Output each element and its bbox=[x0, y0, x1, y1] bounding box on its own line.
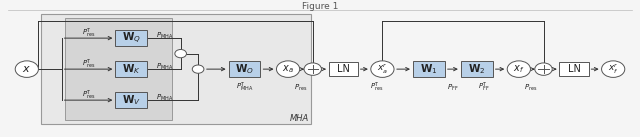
Text: $\mathbf{W}_V$: $\mathbf{W}_V$ bbox=[122, 93, 141, 107]
Text: $P_{\mathrm{MHA}}$: $P_{\mathrm{MHA}}$ bbox=[156, 31, 173, 41]
Circle shape bbox=[276, 61, 300, 77]
Bar bbox=[413, 61, 445, 77]
Circle shape bbox=[371, 61, 394, 77]
Text: Figure 1: Figure 1 bbox=[302, 2, 338, 11]
Circle shape bbox=[192, 65, 204, 73]
Text: $P_{\mathrm{MHA}}^{\mathrm{T}}$: $P_{\mathrm{MHA}}^{\mathrm{T}}$ bbox=[236, 81, 253, 94]
Text: $x$: $x$ bbox=[22, 64, 31, 74]
Text: $P_{\mathrm{FF}}$: $P_{\mathrm{FF}}$ bbox=[447, 83, 459, 93]
Text: LN: LN bbox=[337, 64, 349, 74]
Text: $P_{\mathrm{FF}}^{\mathrm{T}}$: $P_{\mathrm{FF}}^{\mathrm{T}}$ bbox=[478, 81, 490, 94]
Text: $P_{\mathrm{res}}^{\mathrm{T}}$: $P_{\mathrm{res}}^{\mathrm{T}}$ bbox=[370, 81, 383, 94]
Text: $P_{\mathrm{res}}^{\mathrm{T}}$: $P_{\mathrm{res}}^{\mathrm{T}}$ bbox=[82, 88, 95, 102]
Bar bbox=[115, 30, 147, 46]
Bar bbox=[228, 61, 260, 77]
Bar bbox=[65, 18, 172, 120]
Text: $\mathbf{W}_2$: $\mathbf{W}_2$ bbox=[468, 62, 486, 76]
Bar bbox=[42, 14, 311, 124]
Circle shape bbox=[175, 49, 186, 58]
Text: $P_{\mathrm{res}}^{\mathrm{T}}$: $P_{\mathrm{res}}^{\mathrm{T}}$ bbox=[82, 26, 95, 40]
Bar bbox=[329, 62, 358, 76]
Bar bbox=[559, 62, 589, 76]
Circle shape bbox=[508, 61, 531, 77]
Text: $\mathbf{W}_K$: $\mathbf{W}_K$ bbox=[122, 62, 141, 76]
Circle shape bbox=[15, 61, 38, 77]
Text: $P_{\mathrm{res}}$: $P_{\mathrm{res}}$ bbox=[294, 83, 307, 93]
Bar bbox=[115, 61, 147, 77]
Text: MHA: MHA bbox=[290, 114, 309, 123]
Text: $x_f^r$: $x_f^r$ bbox=[608, 62, 619, 76]
Text: $\mathbf{W}_O$: $\mathbf{W}_O$ bbox=[235, 62, 254, 76]
Text: LN: LN bbox=[568, 64, 580, 74]
Text: $P_{\mathrm{res}}^{\mathrm{T}}$: $P_{\mathrm{res}}^{\mathrm{T}}$ bbox=[82, 57, 95, 71]
Bar bbox=[461, 61, 493, 77]
Text: $P_{\mathrm{res}}$: $P_{\mathrm{res}}$ bbox=[524, 83, 538, 93]
Circle shape bbox=[535, 63, 552, 75]
Bar bbox=[115, 92, 147, 108]
Text: $\mathbf{W}_Q$: $\mathbf{W}_Q$ bbox=[122, 31, 141, 46]
Text: $P_{\mathrm{MHA}}$: $P_{\mathrm{MHA}}$ bbox=[156, 93, 173, 103]
Circle shape bbox=[602, 61, 625, 77]
Text: $x_f$: $x_f$ bbox=[513, 63, 524, 75]
Text: $x_a$: $x_a$ bbox=[282, 63, 294, 75]
Text: $x_a^r$: $x_a^r$ bbox=[377, 62, 388, 76]
Text: $P_{\mathrm{MHA}}$: $P_{\mathrm{MHA}}$ bbox=[156, 62, 173, 72]
Circle shape bbox=[304, 63, 321, 75]
Text: $\mathbf{W}_1$: $\mathbf{W}_1$ bbox=[420, 62, 438, 76]
